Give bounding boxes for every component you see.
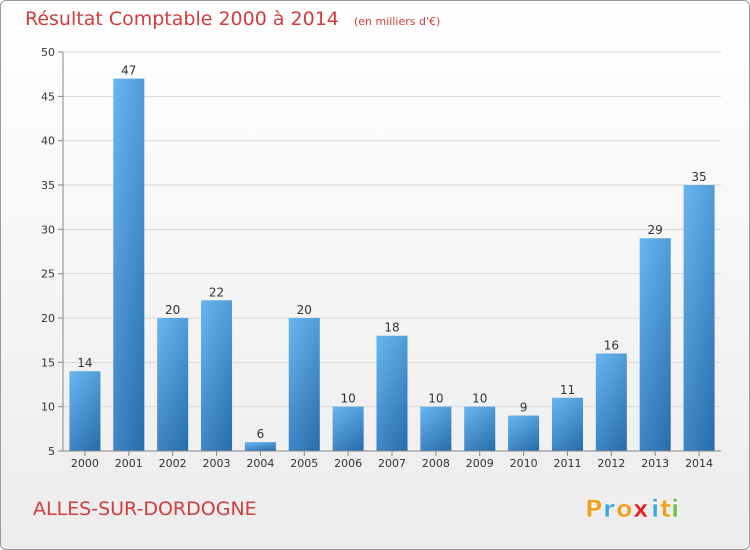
bar-shade-2010 <box>508 415 540 451</box>
data-label-2007: 18 <box>384 321 399 335</box>
bars <box>69 78 715 451</box>
data-label-2014: 35 <box>691 170 706 184</box>
data-label-2005: 20 <box>297 303 312 317</box>
logo-letter: P <box>585 495 603 523</box>
y-axis-ticks: 5 10 15 20 25 30 35 40 45 50 <box>41 46 63 458</box>
bar-shade-2000 <box>69 371 101 451</box>
y-tick-label: 50 <box>41 46 55 59</box>
bar-shade-2007 <box>376 335 408 451</box>
x-tick-label-2009: 2009 <box>466 457 494 470</box>
data-label-2001: 47 <box>121 64 136 78</box>
data-label-2008: 10 <box>428 392 443 406</box>
x-tick-label-2012: 2012 <box>597 457 625 470</box>
x-tick-label-2013: 2013 <box>641 457 669 470</box>
bar-shade-2002 <box>157 318 189 451</box>
logo-letter: i <box>671 495 679 523</box>
bar-shade-2004 <box>244 442 276 451</box>
bar-shade-2009 <box>464 406 496 451</box>
x-tick-label-2002: 2002 <box>159 457 187 470</box>
data-label-2010: 9 <box>520 401 528 415</box>
logo-letter: t <box>660 495 671 523</box>
x-tick-label-2004: 2004 <box>246 457 274 470</box>
y-tick-label: 20 <box>41 312 55 325</box>
x-tick-label-2005: 2005 <box>290 457 318 470</box>
data-label-2013: 29 <box>648 223 663 237</box>
commune-name: ALLES-SUR-DORDOGNE <box>33 498 257 520</box>
x-tick-label-2007: 2007 <box>378 457 406 470</box>
bar-shade-2013 <box>639 238 671 451</box>
data-label-2009: 10 <box>472 392 487 406</box>
x-axis-ticks: 2000 2001 2002 2003 2004 2005 2006 2007 2008 2009… <box>71 451 713 470</box>
data-label-2011: 11 <box>560 383 575 397</box>
x-tick-label-2014: 2014 <box>685 457 713 470</box>
data-label-2002: 20 <box>165 303 180 317</box>
logo-letter: r <box>603 495 615 523</box>
data-label-2004: 6 <box>257 427 265 441</box>
y-tick-label: 15 <box>41 356 55 369</box>
x-tick-label-2006: 2006 <box>334 457 362 470</box>
y-tick-label: 35 <box>41 179 55 192</box>
y-tick-label: 30 <box>41 223 55 236</box>
chart-subtitle: (en milliers d'€) <box>354 15 440 28</box>
y-tick-label: 25 <box>41 268 55 281</box>
y-tick-label: 5 <box>48 445 55 458</box>
axes <box>62 52 721 452</box>
x-tick-label-2010: 2010 <box>510 457 538 470</box>
bar-shade-2001 <box>113 78 145 451</box>
bar-shade-2006 <box>332 406 364 451</box>
bar-shade-2008 <box>420 406 452 451</box>
logo-letter: i <box>651 495 659 523</box>
x-tick-label-2008: 2008 <box>422 457 450 470</box>
logo-letter: o <box>616 495 633 523</box>
data-label-2006: 10 <box>340 392 355 406</box>
x-tick-label-2011: 2011 <box>553 457 581 470</box>
data-labels: 14 47 20 22 6 20 10 18 10 10 9 11 16 29 35 <box>77 64 706 442</box>
data-label-2000: 14 <box>77 356 92 370</box>
data-label-2012: 16 <box>604 338 619 352</box>
bar-shade-2012 <box>595 353 627 451</box>
bar-shade-2011 <box>551 397 583 451</box>
bar-shade-2014 <box>683 185 715 451</box>
bar-shade-2005 <box>288 318 320 451</box>
logo-letter: x <box>633 495 649 523</box>
chart-title: Résultat Comptable 2000 à 2014 (en milli… <box>25 8 440 30</box>
x-tick-label-2001: 2001 <box>115 457 143 470</box>
chart-title-main: Résultat Comptable 2000 à 2014 <box>25 8 339 30</box>
y-tick-label: 40 <box>41 135 55 148</box>
y-tick-label: 10 <box>41 401 55 414</box>
y-tick-label: 45 <box>41 90 55 103</box>
data-label-2003: 22 <box>209 285 224 299</box>
bar-shade-2003 <box>201 300 233 451</box>
x-tick-label-2003: 2003 <box>203 457 231 470</box>
x-tick-label-2000: 2000 <box>71 457 99 470</box>
